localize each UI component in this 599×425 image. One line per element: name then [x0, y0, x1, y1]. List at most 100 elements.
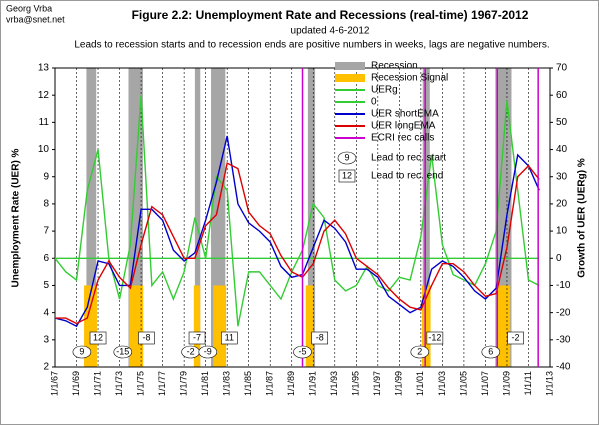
legend-end-symbol: [338, 169, 356, 183]
lead-start-label: -15: [116, 346, 129, 356]
legend-label: Lead to rec. end: [371, 171, 443, 182]
x-tick-label: 1/1/91: [308, 371, 318, 396]
y-tick-label: 2: [43, 362, 49, 373]
signal-band: [305, 285, 314, 367]
x-tick-label: 1/1/85: [243, 371, 253, 396]
lead-end-label: -7: [193, 332, 201, 342]
y-tick-label: 8: [43, 199, 49, 210]
x-tick-label: 1/1/87: [265, 371, 275, 396]
y-tick-label: 13: [38, 63, 50, 74]
y-tick-label: 3: [43, 334, 49, 345]
lead-start-label: 6: [488, 346, 493, 356]
recession-band: [194, 68, 201, 367]
x-tick-label: 1/1/01: [415, 371, 425, 396]
x-tick-label: 1/1/89: [286, 371, 296, 396]
y2-tick-label: -20: [556, 307, 571, 318]
y-axis-label: Unemployment Rate (UER) %: [11, 148, 22, 287]
x-tick-label: 1/1/67: [49, 371, 59, 396]
subtitle: Leads to recession starts and to recessi…: [74, 40, 549, 51]
x-tick-label: 1/1/07: [480, 371, 490, 396]
x-tick-label: 1/1/75: [135, 371, 145, 396]
x-tick-label: 1/1/13: [544, 371, 554, 396]
chart-title: Figure 2.2: Unemployment Rate and Recess…: [132, 8, 529, 22]
signal-band: [497, 285, 511, 367]
x-tick-label: 1/1/93: [329, 371, 339, 396]
legend-end-number: 12: [342, 170, 352, 180]
lead-start-marker: [113, 345, 133, 359]
legend-start-symbol: [337, 151, 357, 165]
x-tick-label: 1/1/71: [92, 371, 102, 396]
signal-band: [193, 285, 201, 367]
email: vrba@snet.net: [6, 14, 65, 24]
y2-tick-label: 20: [556, 199, 568, 210]
author: Georg Vrba: [6, 3, 52, 13]
series-line: [54, 95, 540, 327]
y-tick-label: 9: [43, 171, 49, 182]
lead-end-marker: [426, 331, 444, 345]
lead-end-marker: [507, 331, 524, 345]
updated: updated 4-6-2012: [291, 26, 370, 37]
lead-start-marker: [410, 345, 430, 359]
lead-end-marker: [221, 331, 238, 345]
y2-tick-label: 40: [556, 144, 568, 155]
y2-tick-label: 0: [556, 253, 562, 264]
signal-band: [213, 285, 227, 367]
recession-band: [422, 68, 430, 367]
legend-label: Recession Signal: [371, 73, 448, 84]
legend-label: 0: [371, 97, 377, 108]
y-tick-label: 4: [43, 307, 49, 318]
y-tick-label: 11: [39, 117, 50, 128]
signal-band: [421, 285, 431, 367]
y-tick-label: 12: [38, 90, 50, 101]
series-line: [55, 162, 540, 325]
y-tick-label: 6: [43, 253, 49, 264]
y2-tick-label: -30: [556, 334, 571, 345]
recession-band: [307, 68, 316, 367]
lead-end-label: 11: [225, 332, 234, 342]
y2-axis-label: Growth of UER (UERg) %: [577, 158, 588, 278]
y-tick-label: 10: [38, 144, 50, 155]
lead-start-label: -5: [298, 346, 306, 356]
lead-start-marker: [293, 345, 312, 359]
y2-tick-label: 30: [556, 171, 568, 182]
lead-start-label: 2: [417, 346, 422, 356]
legend-label: UERg: [371, 85, 398, 96]
lead-start-marker: [72, 345, 92, 359]
x-tick-label: 1/1/05: [458, 371, 468, 396]
y2-tick-label: -10: [556, 280, 571, 291]
legend-label: Lead to rec. start: [371, 153, 446, 164]
x-tick-label: 1/1/77: [157, 371, 167, 396]
lead-end-marker: [311, 331, 329, 345]
x-tick-label: 1/1/73: [114, 371, 124, 396]
lead-end-label: -2: [512, 332, 520, 342]
x-tick-label: 1/1/11: [523, 371, 533, 395]
x-tick-label: 1/1/99: [394, 371, 404, 396]
legend-swatch: [335, 74, 365, 82]
legend-swatch: [335, 62, 365, 70]
x-tick-label: 1/1/03: [437, 371, 447, 396]
y2-tick-label: 60: [556, 90, 568, 101]
x-tick-label: 1/1/97: [372, 371, 382, 396]
y2-tick-label: 70: [556, 63, 568, 74]
lead-end-label: -12: [428, 332, 441, 342]
y-tick-label: 5: [43, 280, 49, 291]
series-line: [54, 135, 540, 328]
x-tick-label: 1/1/09: [501, 371, 511, 396]
legend-label: ECRI rec calls: [371, 133, 434, 144]
y-tick-label: 7: [43, 226, 49, 237]
x-tick-label: 1/1/83: [222, 371, 232, 396]
legend-label: Recession: [371, 61, 418, 72]
signal-band: [129, 285, 144, 367]
x-tick-label: 1/1/81: [200, 371, 210, 396]
lead-end-marker: [138, 331, 155, 345]
legend-label: UER shortEMA: [371, 109, 439, 120]
lead-end-label: -8: [142, 332, 150, 342]
x-tick-label: 1/1/69: [71, 371, 81, 396]
lead-start-marker: [481, 345, 501, 359]
lead-end-label: -8: [316, 332, 324, 342]
lead-end-marker: [188, 331, 206, 345]
lead-end-marker: [89, 331, 107, 345]
y2-tick-label: -40: [556, 362, 571, 373]
y2-tick-label: 10: [556, 226, 568, 237]
